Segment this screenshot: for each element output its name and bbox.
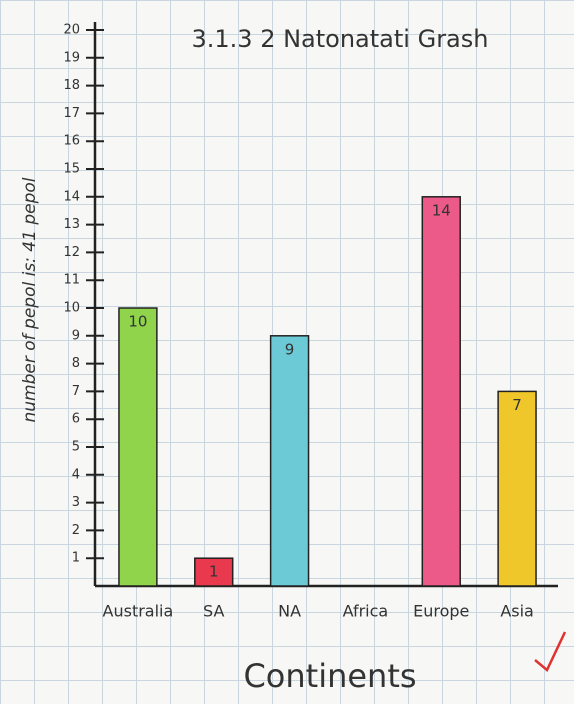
y-tick-label: 4 xyxy=(72,467,80,482)
y-tick-label: 16 xyxy=(63,134,80,149)
y-tick-label: 20 xyxy=(63,23,80,38)
y-tick-label: 6 xyxy=(72,412,80,427)
y-tick-label: 1 xyxy=(72,551,80,566)
bar xyxy=(269,335,310,587)
bar xyxy=(194,557,234,587)
data-label: 9 xyxy=(285,340,295,358)
check-mark xyxy=(534,631,567,672)
chart-title: 3.1.3 2 Natonatati Grash xyxy=(192,25,489,53)
y-tick-label: 12 xyxy=(63,245,80,260)
x-tick-label: Asia xyxy=(500,602,534,621)
y-tick-label: 19 xyxy=(63,50,80,65)
y-tick-label: 2 xyxy=(72,523,80,538)
y-tick-label: 10 xyxy=(63,301,80,316)
y-tick-label: 17 xyxy=(63,106,80,121)
x-tick-label: Africa xyxy=(343,602,389,621)
x-tick-label: Europe xyxy=(413,602,469,621)
y-tick-label: 3 xyxy=(72,495,80,510)
data-label: 1 xyxy=(209,563,219,581)
y-tick-label: 13 xyxy=(63,217,80,232)
y-tick-label: 8 xyxy=(72,356,80,371)
x-tick-label: SA xyxy=(203,602,224,621)
y-tick-label: 5 xyxy=(72,440,80,455)
x-axis-label: Continents xyxy=(243,657,416,695)
y-tick-label: 9 xyxy=(72,328,80,343)
x-tick-label: Australia xyxy=(103,602,174,621)
data-label: 14 xyxy=(432,201,451,219)
x-tick-label: NA xyxy=(278,602,301,621)
y-tick-label: 18 xyxy=(63,78,80,93)
bar xyxy=(118,307,158,587)
bar xyxy=(421,196,461,587)
y-tick-label: 11 xyxy=(63,273,80,288)
y-tick-label: 7 xyxy=(72,384,80,399)
y-axis-label: number of pepol is: 41 pepol xyxy=(20,177,40,422)
y-tick-label: 14 xyxy=(63,189,80,204)
y-tick-label: 15 xyxy=(63,162,80,177)
data-label: 10 xyxy=(128,313,147,331)
data-label: 7 xyxy=(512,396,522,414)
bar xyxy=(497,390,537,587)
